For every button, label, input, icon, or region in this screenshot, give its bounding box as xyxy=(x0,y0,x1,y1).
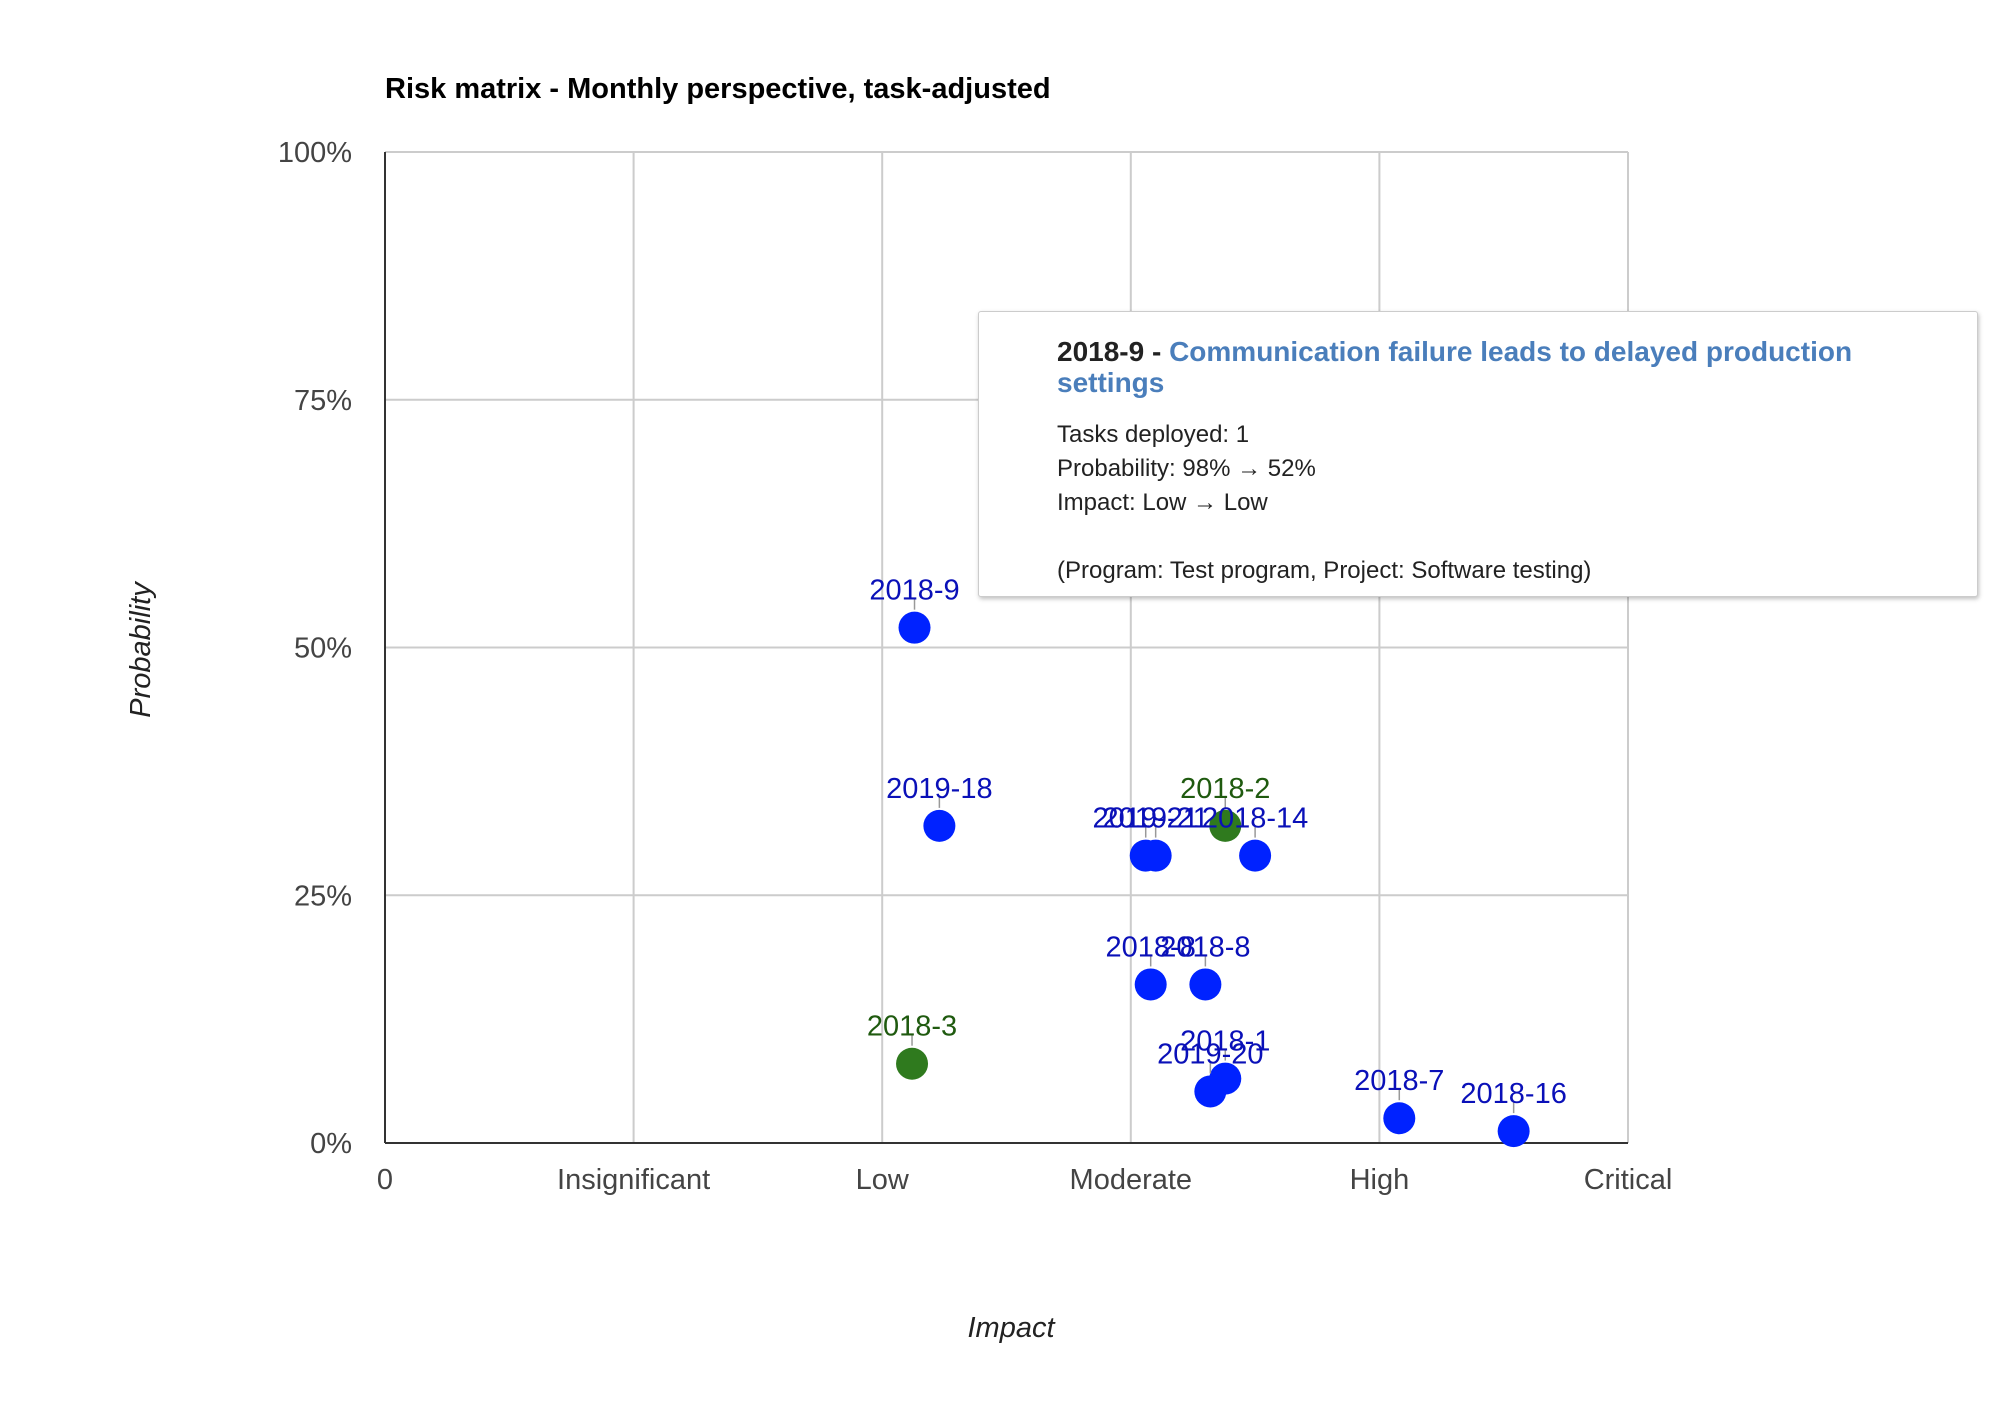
data-label: 2018-7 xyxy=(1354,1065,1444,1097)
data-point[interactable] xyxy=(1383,1102,1416,1135)
data-points xyxy=(896,611,1530,1148)
data-point[interactable] xyxy=(923,809,956,842)
tooltip-probability: Probability: 98% → 52% xyxy=(1057,455,1316,482)
data-label: 2018-9 xyxy=(869,575,959,607)
data-point[interactable] xyxy=(1134,968,1167,1001)
data-label: 2019-18 xyxy=(886,773,992,805)
y-tick-label: 75% xyxy=(294,385,352,417)
data-label: 2018-1 xyxy=(1180,1026,1270,1058)
tooltip-risk-id: 2018-9 - xyxy=(1057,336,1170,367)
x-tick-label: Critical xyxy=(1584,1164,1673,1196)
tooltip-heading: 2018-9 - Communication failure leads to … xyxy=(1057,336,1937,398)
y-tick-label: 25% xyxy=(294,880,352,912)
data-point[interactable] xyxy=(898,611,931,644)
ticks: 0 Insignificant Low Moderate High Critical 0% 2… xyxy=(278,137,1672,1196)
data-label: 2019-20 xyxy=(1157,1038,1263,1070)
x-tick-label: 0 xyxy=(377,1164,393,1196)
data-label: 2018-16 xyxy=(1460,1078,1566,1110)
data-label: 2018-3 xyxy=(867,1011,957,1043)
x-tick-label: Insignificant xyxy=(557,1164,710,1196)
data-label: 2018-2 xyxy=(1180,773,1270,805)
x-tick-label: High xyxy=(1350,1164,1410,1196)
data-point[interactable] xyxy=(1139,839,1172,872)
data-point[interactable] xyxy=(1239,839,1272,872)
data-label: 2018-8 xyxy=(1106,931,1196,963)
tooltip-risk-title-link[interactable]: Communication failure leads to delayed p… xyxy=(1057,336,1853,398)
x-axis-title: Impact xyxy=(967,1312,1056,1344)
data-point[interactable] xyxy=(896,1047,929,1080)
tooltip-impact: Impact: Low → Low xyxy=(1057,489,1268,516)
data-label: 2018-8 xyxy=(1160,931,1250,963)
data-point[interactable] xyxy=(1497,1115,1530,1148)
y-tick-label: 50% xyxy=(294,633,352,665)
data-point[interactable] xyxy=(1194,1075,1227,1108)
grid xyxy=(384,151,1629,1144)
point-tooltip: 2018-9 - Communication failure leads to … xyxy=(978,311,1978,597)
data-label: 2019-21 xyxy=(1092,803,1198,835)
y-tick-label: 0% xyxy=(310,1128,352,1160)
x-tick-label: Low xyxy=(856,1164,910,1196)
y-axis-title: Probability xyxy=(125,581,157,718)
data-label: 2019-21 xyxy=(1102,803,1208,835)
data-label: 2018-14 xyxy=(1202,803,1308,835)
data-point[interactable] xyxy=(1189,968,1222,1001)
x-tick-label: Moderate xyxy=(1070,1164,1193,1196)
data-point[interactable] xyxy=(1209,809,1242,842)
tooltip-tasks-deployed: Tasks deployed: 1 xyxy=(1057,421,1250,448)
tooltip-program-project: (Program: Test program, Project: Softwar… xyxy=(1057,557,1592,584)
chart-title: Risk matrix - Monthly perspective, task-… xyxy=(385,73,1051,105)
y-tick-label: 100% xyxy=(278,137,352,169)
data-labels: 2018-9 2019-18 2018-22019-212019-212018-14… xyxy=(867,575,1567,1114)
